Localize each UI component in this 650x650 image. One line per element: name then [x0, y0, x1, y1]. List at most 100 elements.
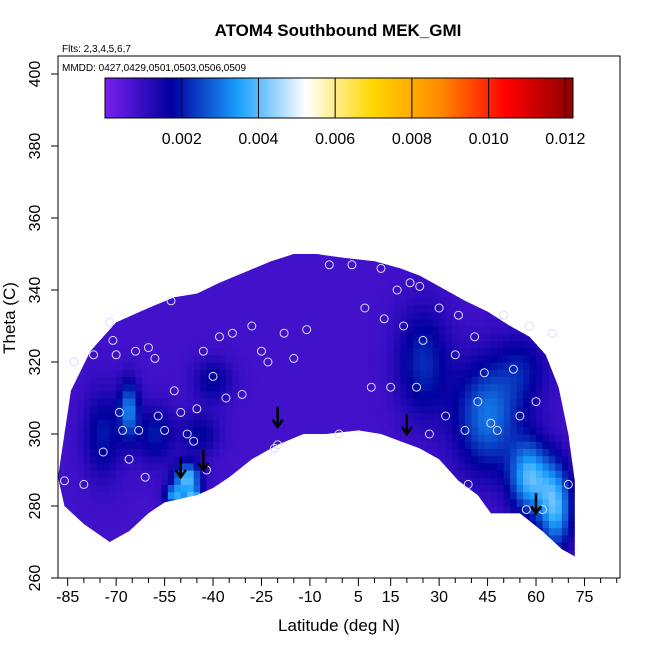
field-cell	[355, 527, 363, 536]
field-cell	[206, 376, 214, 385]
field-cell	[297, 318, 305, 327]
field-cell	[258, 254, 266, 262]
field-cell	[407, 556, 414, 564]
field-cell	[70, 412, 78, 421]
field-cell	[393, 304, 401, 313]
field-cell	[542, 261, 550, 269]
field-cell	[258, 527, 266, 536]
field-cell	[361, 383, 369, 392]
field-cell	[303, 470, 311, 478]
field-cell	[406, 542, 414, 550]
field-cell	[329, 534, 337, 543]
field-cell	[245, 383, 253, 392]
field-cell	[348, 405, 356, 413]
field-cell	[258, 534, 266, 543]
field-cell	[264, 398, 272, 406]
field-cell	[368, 549, 376, 557]
field-cell	[284, 564, 291, 572]
field-cell	[96, 419, 104, 428]
field-cell	[374, 290, 382, 298]
field-cell	[484, 398, 492, 406]
field-cell	[58, 318, 66, 327]
field-cell	[167, 369, 175, 377]
field-cell	[355, 470, 363, 478]
field-cell	[503, 333, 511, 341]
field-cell	[490, 434, 498, 442]
field-cell	[232, 290, 240, 298]
field-cell	[187, 498, 195, 507]
field-cell	[174, 534, 182, 543]
field-cell	[141, 491, 150, 500]
field-cell	[309, 311, 317, 320]
field-cell	[361, 534, 369, 543]
field-cell	[135, 311, 143, 320]
field-cell	[445, 275, 453, 284]
field-cell	[297, 441, 305, 449]
field-cell	[568, 347, 575, 356]
field-cell	[477, 405, 485, 413]
field-cell	[245, 462, 253, 471]
field-cell	[161, 362, 169, 370]
field-cell	[555, 506, 563, 514]
field-cell	[368, 326, 376, 334]
field-cell	[471, 340, 479, 349]
field-cell	[232, 254, 240, 262]
field-cell	[561, 412, 569, 421]
field-cell	[245, 304, 253, 313]
field-cell	[575, 528, 582, 536]
field-cell	[219, 426, 227, 435]
field-cell	[135, 527, 143, 536]
field-cell	[213, 333, 221, 341]
field-cell	[335, 398, 343, 406]
field-cell	[103, 333, 111, 341]
field-cell	[206, 434, 214, 442]
field-cell	[413, 520, 421, 529]
field-cell	[542, 534, 550, 543]
field-cell	[96, 491, 104, 500]
field-cell	[542, 549, 550, 557]
field-cell	[400, 311, 408, 320]
field-cell	[400, 347, 408, 356]
field-cell	[174, 419, 182, 428]
field-cell	[465, 564, 472, 572]
field-cell	[200, 354, 208, 363]
field-cell	[154, 254, 162, 255]
field-cell	[167, 412, 175, 421]
field-cell	[258, 484, 266, 493]
field-cell	[536, 412, 544, 421]
field-cell	[245, 542, 253, 550]
field-cell	[439, 477, 447, 485]
field-cell	[458, 304, 466, 313]
field-cell	[129, 549, 137, 557]
field-cell	[426, 564, 433, 572]
field-cell	[393, 513, 401, 521]
field-cell	[83, 304, 91, 313]
field-cell	[122, 412, 130, 421]
field-cell	[213, 462, 221, 471]
field-cell	[122, 340, 130, 349]
field-cell	[258, 491, 266, 500]
field-cell	[96, 448, 104, 457]
field-cell	[129, 477, 137, 485]
field-cell	[439, 556, 446, 564]
field-cell	[516, 412, 524, 421]
field-cell	[464, 513, 473, 521]
field-cell	[575, 556, 582, 564]
field-cell	[342, 534, 350, 543]
field-cell	[464, 354, 473, 363]
field-cell	[167, 434, 175, 442]
field-cell	[497, 477, 505, 485]
field-cell	[290, 398, 298, 406]
field-cell	[348, 513, 356, 521]
field-cell	[452, 549, 460, 557]
field-cell	[439, 426, 447, 435]
field-cell	[70, 491, 78, 500]
field-cell	[355, 491, 363, 500]
field-cell	[83, 254, 91, 255]
field-cell	[135, 282, 143, 291]
field-cell	[225, 333, 234, 341]
field-cell	[225, 542, 234, 550]
field-cell	[96, 347, 104, 356]
field-cell	[510, 426, 518, 435]
field-cell	[96, 326, 104, 334]
